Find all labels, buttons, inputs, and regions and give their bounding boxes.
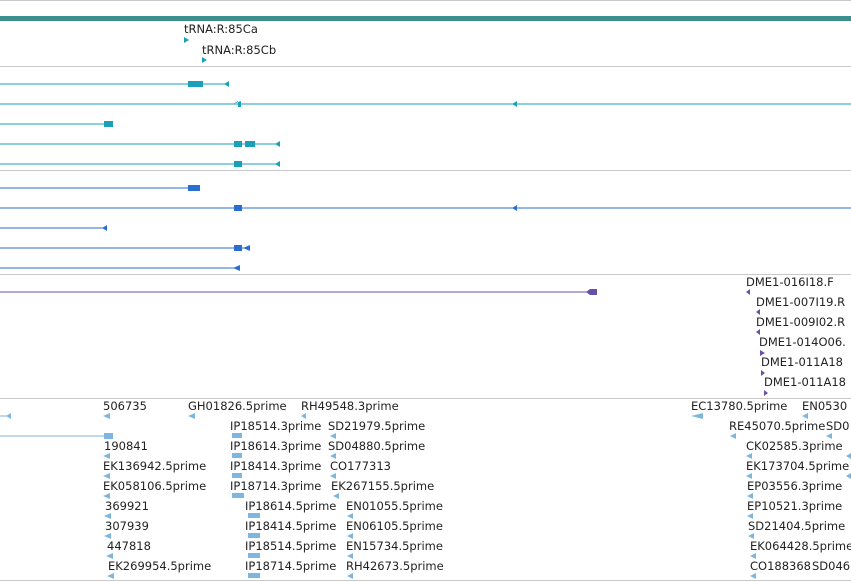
est-label[interactable]: 369921 [105,499,149,513]
strand-arrow [512,101,517,107]
transcript-track-teal [0,81,851,167]
probe-label[interactable]: DME1-007I19.R [756,295,846,309]
est-label[interactable]: EK269954.5prime [108,559,212,573]
est-label[interactable]: EK267155.5prime [331,479,435,493]
exon [234,245,242,251]
est-label[interactable]: RH42673.5prime [346,559,444,573]
probe-arrow [760,350,765,356]
strand-arrow [275,141,280,147]
est-label[interactable]: RH49548.3prime [301,399,399,413]
probe-label[interactable]: DME1-014O06. [759,335,846,349]
trna-label[interactable]: tRNA:R:85Ca [184,22,258,36]
probe-arrow [756,329,760,335]
exon [188,81,203,87]
strand-arrow [102,225,107,231]
est-label[interactable]: EC13780.5prime [691,399,788,413]
strand-arrow [275,161,280,167]
est-label[interactable]: CK02585.3prime [746,439,843,453]
est-label[interactable]: EP03556.3prime [747,479,843,493]
probe-arrow [746,289,750,295]
probe-feature [586,289,597,295]
est-label[interactable]: EP10521.3prime [747,499,843,513]
probe-label[interactable]: DME1-011A18 [764,375,846,389]
est-label[interactable]: IP18514.5prime [245,539,337,553]
est-label[interactable]: EK058106.5prime [103,479,207,493]
est-label[interactable]: EK064428.5prime [750,539,851,553]
top-border [0,0,851,1]
est-label[interactable]: 447818 [107,539,151,553]
probe-arrow [756,309,760,315]
exon [233,101,241,107]
strand-arrow [233,265,240,271]
trna-feature-b [202,57,207,63]
strand-arrow [224,81,229,87]
probe-label[interactable]: DME1-011A18 [761,355,843,369]
est-label[interactable]: IP18614.3prime [230,439,322,453]
est-label[interactable]: EN01055.5prime [346,499,443,513]
track-separator [0,398,851,399]
est-label[interactable]: CO177313 [330,459,391,473]
scale-ruler [0,16,851,21]
est-label[interactable]: IP18414.3prime [230,459,322,473]
est-label[interactable]: 506735 [103,399,147,413]
est-label[interactable]: IP18714.3prime [230,479,322,493]
trna-label[interactable]: tRNA:R:85Cb [202,43,277,57]
est-label[interactable]: SD21404.5prime [748,519,846,533]
est-label[interactable]: IP18414.5prime [245,519,337,533]
exon [245,141,255,147]
exon [234,141,242,147]
est-label[interactable]: SD046 [812,559,851,573]
est-track [0,413,851,579]
est-label[interactable]: SD21979.5prime [328,419,426,433]
track-separator [0,170,851,171]
transcript-track-blue [0,185,851,271]
strand-arrow [243,245,250,251]
exon [234,161,242,167]
est-label[interactable]: SD0 [826,419,850,433]
trna-feature-a [184,37,189,43]
est-label[interactable]: IP18514.3prime [230,419,322,433]
exon [234,205,242,211]
est-label[interactable]: EN06105.5prime [346,519,443,533]
est-label[interactable]: 190841 [104,439,148,453]
est-label[interactable]: EN0530 [802,399,848,413]
est-label[interactable]: IP18614.5prime [245,499,337,513]
est-label[interactable]: RE45070.5prime [729,419,826,433]
probe-arrow [764,390,768,396]
est-label[interactable]: IP18714.5prime [245,559,337,573]
exon [104,121,113,127]
est-label[interactable]: GH01826.5prime [188,399,287,413]
track-separator [0,580,851,581]
est-label[interactable]: 307939 [105,519,149,533]
est-label[interactable]: EN15734.5prime [346,539,443,553]
strand-arrow [512,205,517,211]
est-label[interactable]: EK136942.5prime [103,459,207,473]
est-label[interactable]: EK173704.5prime [746,459,850,473]
track-separator [0,66,851,67]
est-label[interactable]: CO188368 [750,559,811,573]
exon [188,185,200,191]
probe-track-purple [0,289,768,396]
est-label[interactable]: SD04880.5prime [328,439,426,453]
probe-label[interactable]: DME1-009I02.R [756,315,846,329]
probe-arrow [761,370,765,376]
track-separator [0,274,851,275]
probe-label[interactable]: DME1-016I18.F [746,275,834,289]
